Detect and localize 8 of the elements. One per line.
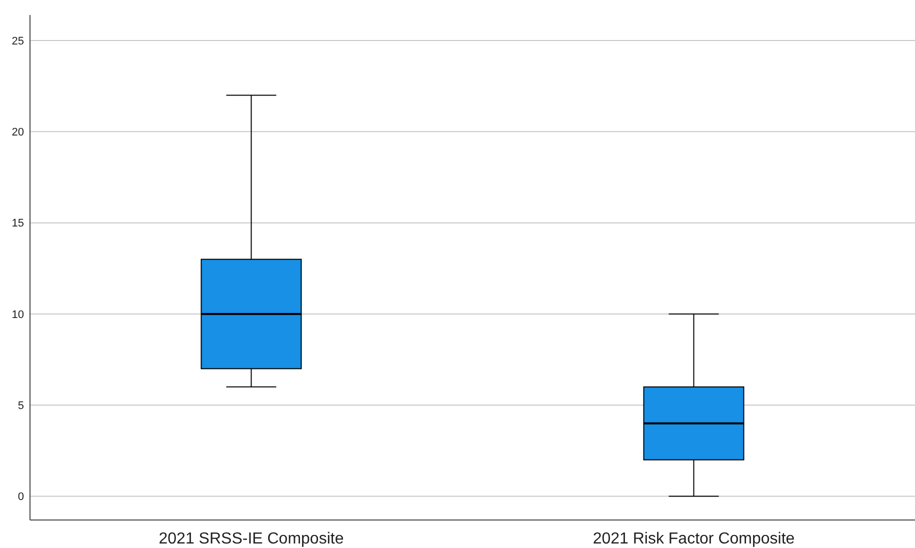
y-tick-label: 20 bbox=[12, 126, 24, 139]
y-tick-label: 15 bbox=[12, 218, 24, 230]
y-tick-label: 25 bbox=[12, 35, 24, 48]
y-tick-label: 5 bbox=[18, 400, 24, 412]
x-tick-label: 2021 Risk Factor Composite bbox=[592, 530, 795, 548]
y-tick-label: 10 bbox=[12, 308, 24, 321]
y-tick-label: 0 bbox=[18, 491, 24, 504]
x-tick-label: 2021 SRSS-IE Composite bbox=[158, 530, 344, 548]
